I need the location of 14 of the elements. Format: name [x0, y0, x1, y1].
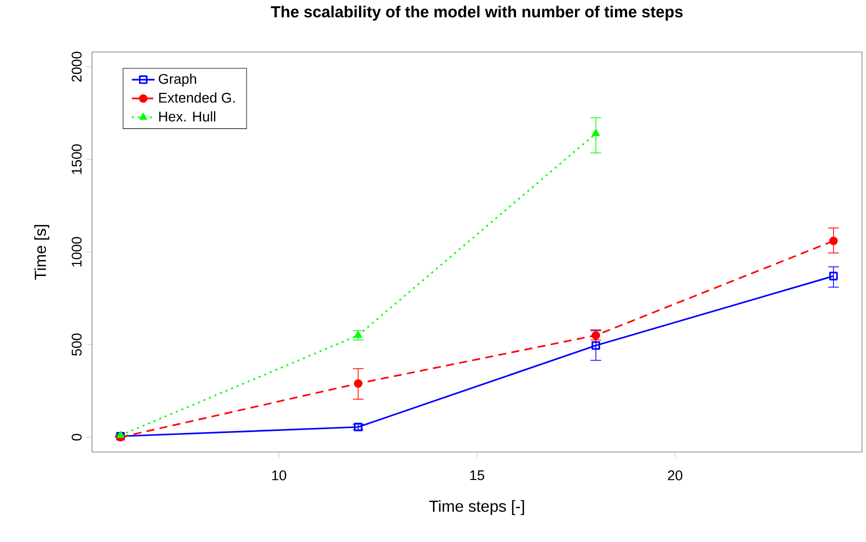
- x-tick-label: 10: [272, 470, 286, 480]
- x-axis-title: Time steps [-]: [429, 500, 524, 516]
- legend-label: Graph: [158, 74, 196, 87]
- legend-label: Hex. Hull: [159, 111, 216, 122]
- x-tick-label: 20: [668, 470, 682, 480]
- y-tick-label: 0: [72, 434, 82, 441]
- legend-label: Extended G.: [159, 92, 235, 103]
- y-tick-label: 2000: [72, 52, 82, 82]
- y-tick-label: 500: [72, 333, 82, 356]
- y-axis-title: Time [s]: [34, 225, 50, 280]
- y-tick-label: 1500: [72, 144, 82, 174]
- chart-title: The scalability of the model with number of time steps: [270, 6, 683, 21]
- x-tick-label: 15: [470, 470, 484, 480]
- y-tick-label: 1000: [72, 236, 82, 267]
